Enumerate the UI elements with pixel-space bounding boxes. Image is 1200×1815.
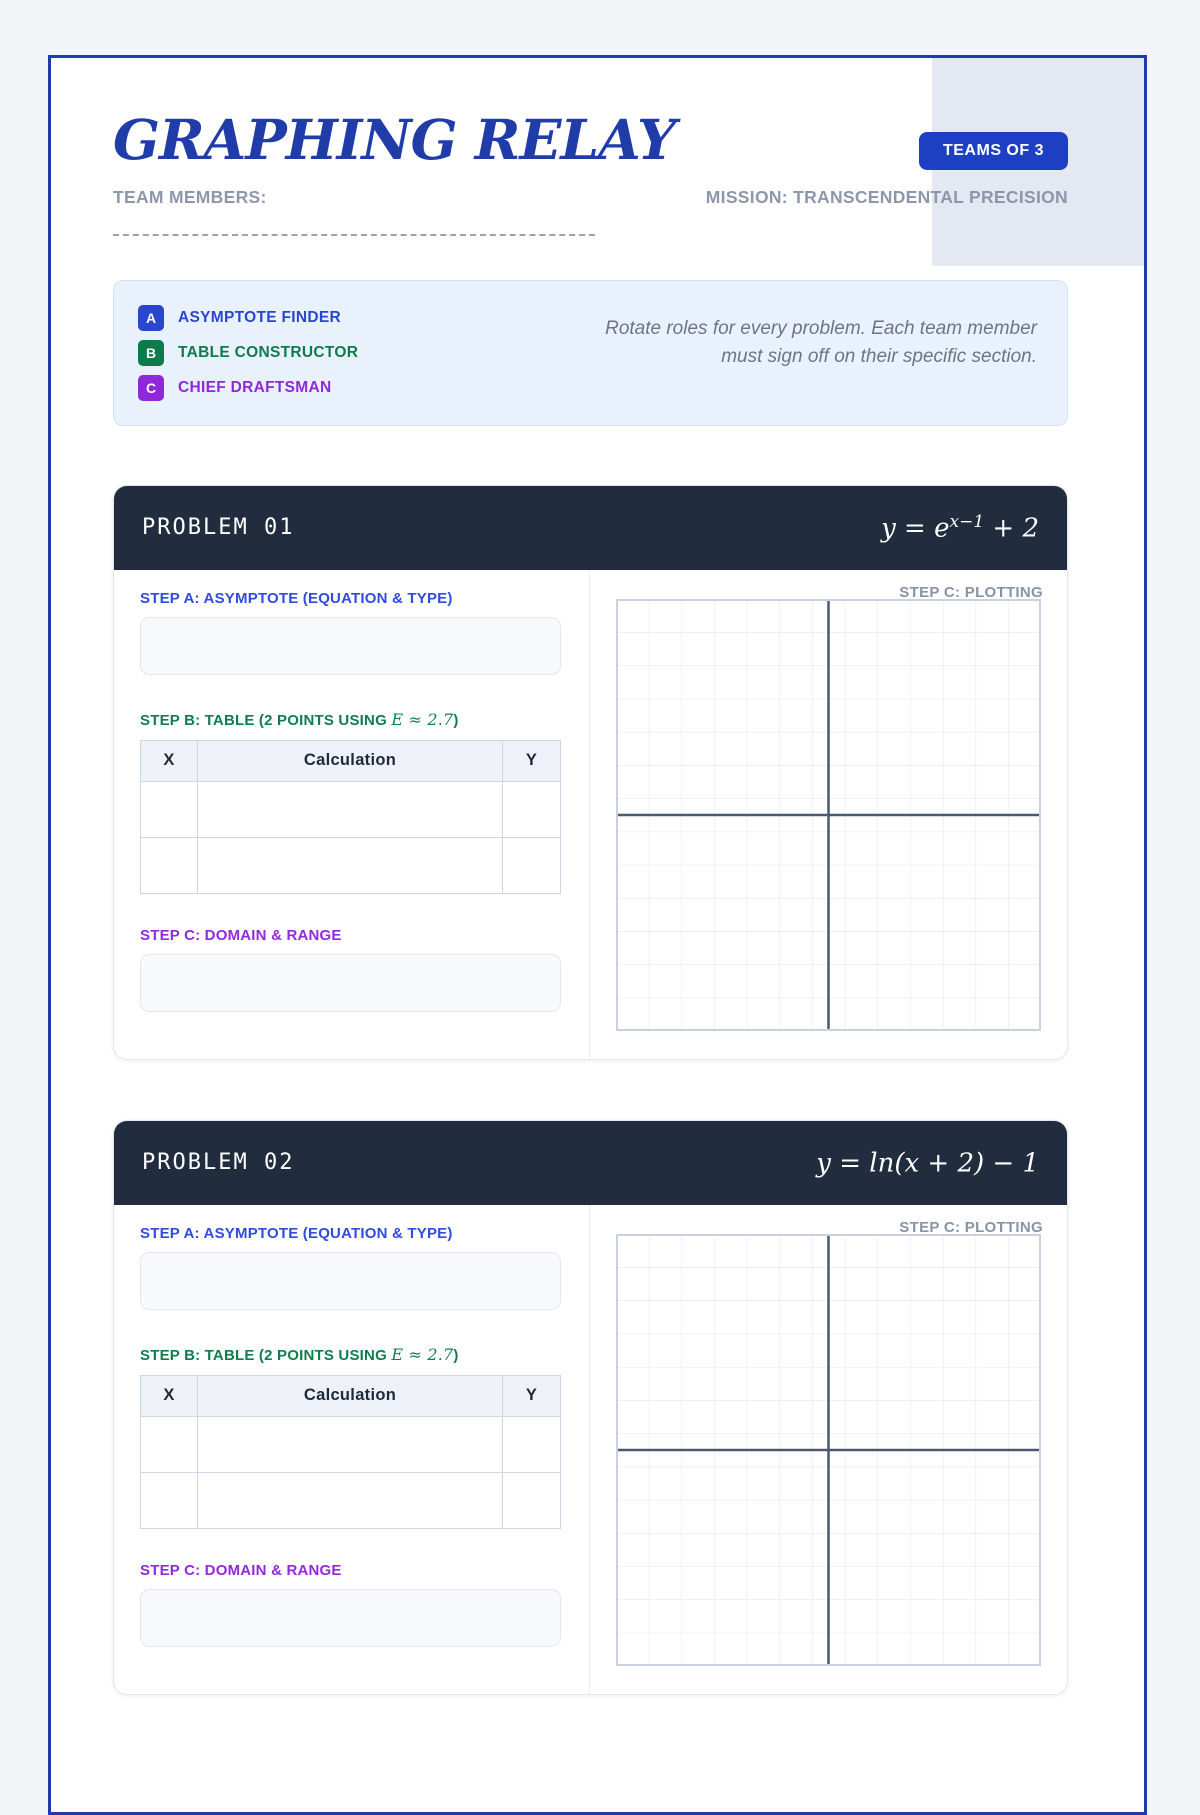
mission-label: MISSION: TRANSCENDENTAL PRECISION [705,186,1068,207]
cell-y[interactable] [502,780,561,838]
team-members-label: TEAM MEMBERS: [113,186,267,207]
problem-01-plot-column: STEP C: PLOTTING [589,569,1067,1059]
cell-y[interactable] [502,1471,561,1529]
cell-x[interactable] [140,1415,198,1473]
role-label: TABLE CONSTRUCTOR [178,343,359,361]
role-badge-c: C [138,374,164,401]
step-c-answer-box[interactable] [140,1588,561,1647]
role-item-chief-draftsman: C CHIEF DRAFTSMAN [138,374,358,401]
step-c-label: STEP C: DOMAIN & RANGE [140,926,342,944]
worksheet-sheet: GRAPHING RELAY TEAMS OF 3 TEAM MEMBERS: … [48,55,1147,1815]
problem-02-header: PROBLEM 02 y = ln(x + 2) − 1 [114,1120,1067,1205]
column-header-y: Y [502,739,561,782]
table-row [140,1471,561,1529]
step-a-label: STEP A: ASYMPTOTE (EQUATION & TYPE) [140,589,453,607]
cell-x[interactable] [140,836,198,894]
table-row [140,1415,561,1473]
column-header-x: X [140,1374,198,1417]
step-c-answer-box[interactable] [140,953,561,1012]
step-c-label: STEP C: DOMAIN & RANGE [140,1561,342,1579]
column-header-calculation: Calculation [197,739,503,782]
plotting-label: STEP C: PLOTTING [899,583,1043,601]
points-table: X Calculation Y [140,1374,561,1529]
table-row [140,780,561,838]
role-badge-b: B [138,339,164,366]
step-a-answer-box[interactable] [140,1251,561,1310]
plot-grid[interactable] [616,1233,1041,1666]
problem-02-steps-column: STEP A: ASYMPTOTE (EQUATION & TYPE) STEP… [114,1205,589,1694]
team-members-writing-line[interactable] [113,233,595,236]
role-label: ASYMPTOTE FINDER [178,308,341,326]
problem-01-steps-column: STEP A: ASYMPTOTE (EQUATION & TYPE) STEP… [114,570,589,1059]
column-header-x: X [140,739,198,782]
problem-equation: y = ex−1 + 2 [881,511,1039,544]
plotting-label: STEP C: PLOTTING [899,1218,1043,1236]
step-a-label: STEP A: ASYMPTOTE (EQUATION & TYPE) [140,1224,453,1242]
problem-02-plot-column: STEP C: PLOTTING [589,1204,1067,1694]
cell-calculation[interactable] [197,1415,503,1473]
step-b-label: STEP B: TABLE (2 POINTS USING E ≈ 2.7) [140,1344,459,1364]
plot-grid[interactable] [616,598,1041,1031]
euler-constant: E ≈ 2.7 [391,1344,454,1364]
points-table: X Calculation Y [140,739,561,894]
header: GRAPHING RELAY TEAMS OF 3 [113,107,1068,172]
table-row [140,836,561,894]
problem-number: PROBLEM 02 [142,1150,295,1175]
cell-calculation[interactable] [197,780,503,838]
cell-y[interactable] [502,836,561,894]
problem-number: PROBLEM 01 [142,515,295,540]
rotation-note: Rotate roles for every problem. Each tea… [605,317,1037,368]
problem-card-01: PROBLEM 01 y = ex−1 + 2 STEP A: ASYMPTOT… [113,484,1068,1060]
column-header-calculation: Calculation [197,1374,503,1417]
teams-badge: TEAMS OF 3 [918,132,1068,170]
step-a-answer-box[interactable] [140,616,561,675]
role-label: CHIEF DRAFTSMAN [178,378,332,396]
role-item-table-constructor: B TABLE CONSTRUCTOR [138,339,359,366]
column-header-y: Y [502,1374,561,1417]
euler-constant: E ≈ 2.7 [391,709,454,729]
problem-01-header: PROBLEM 01 y = ex−1 + 2 [114,485,1067,570]
cell-calculation[interactable] [197,836,503,894]
roles-list: A ASYMPTOTE FINDER B TABLE CONSTRUCTOR C… [138,304,359,401]
step-b-label: STEP B: TABLE (2 POINTS USING E ≈ 2.7) [140,709,459,729]
roles-box: A ASYMPTOTE FINDER B TABLE CONSTRUCTOR C… [113,279,1068,426]
problem-card-02: PROBLEM 02 y = ln(x + 2) − 1 STEP A: ASY… [113,1119,1068,1695]
role-badge-a: A [138,304,164,331]
cell-x[interactable] [140,780,198,838]
role-item-asymptote-finder: A ASYMPTOTE FINDER [138,304,358,331]
problem-equation: y = ln(x + 2) − 1 [816,1148,1039,1179]
cell-x[interactable] [140,1471,198,1529]
cell-y[interactable] [502,1415,561,1473]
page-title: GRAPHING RELAY [113,107,676,172]
cell-calculation[interactable] [197,1471,503,1529]
